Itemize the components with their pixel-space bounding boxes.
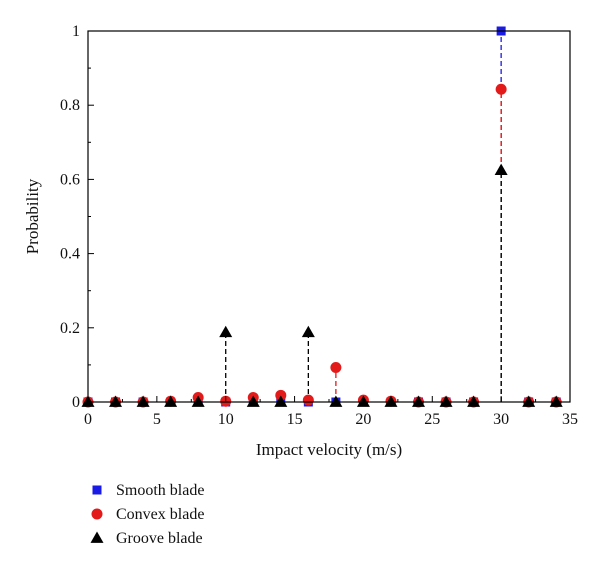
x-tick-label: 10 xyxy=(218,411,234,428)
y-tick-label: 0.4 xyxy=(60,246,80,263)
legend-smooth-blade-marker xyxy=(92,485,102,495)
legend-smooth-blade-label: Smooth blade xyxy=(116,482,204,499)
convex-blade-point xyxy=(275,389,287,401)
groove-blade-point xyxy=(549,395,563,407)
y-axis-ticks: 0 0.2 0.4 0.6 0.8 1 xyxy=(60,23,94,411)
x-tick-label: 30 xyxy=(493,411,509,428)
groove-blade-point xyxy=(301,325,315,338)
legend-groove-blade-marker xyxy=(90,531,104,543)
groove-blade-point xyxy=(522,395,536,407)
convex-blade-point xyxy=(330,361,342,373)
y-tick-label: 1 xyxy=(72,23,80,40)
groove-blade-point xyxy=(274,395,288,407)
groove-blade-point xyxy=(467,395,481,407)
x-tick-label: 0 xyxy=(84,411,92,428)
groove-blade-point xyxy=(329,395,343,407)
groove-blade-point xyxy=(191,395,205,407)
legend-convex-blade-label: Convex blade xyxy=(116,506,204,523)
groove-blade-point xyxy=(136,395,150,407)
legend-groove-blade-label: Groove blade xyxy=(116,530,203,547)
groove-blade-point xyxy=(109,395,123,407)
x-tick-label: 15 xyxy=(287,411,303,428)
y-tick-label: 0.8 xyxy=(60,97,80,114)
x-axis-label: Impact velocity (m/s) xyxy=(256,440,402,459)
x-tick-label: 35 xyxy=(562,411,578,428)
groove-blade-point xyxy=(412,395,426,407)
convex-blade-point xyxy=(495,83,507,95)
convex-blade-point xyxy=(302,394,314,406)
x-tick-label: 20 xyxy=(355,411,371,428)
y-tick-label: 0 xyxy=(72,394,80,411)
x-axis-ticks: 0 5 10 15 20 25 30 35 xyxy=(84,396,578,428)
x-tick-label: 5 xyxy=(153,411,161,428)
legend-convex-blade-marker xyxy=(91,508,103,520)
stem-lines xyxy=(225,31,502,402)
y-tick-label: 0.6 xyxy=(60,171,80,188)
groove-blade-point xyxy=(494,163,508,175)
y-axis-label: Probability xyxy=(23,178,42,254)
groove-blade-point xyxy=(384,395,398,407)
groove-blade-point xyxy=(164,395,178,407)
y-tick-label: 0.2 xyxy=(60,320,80,337)
groove-blade-point xyxy=(219,325,233,338)
groove-blade-point xyxy=(439,395,453,407)
legend: Smooth blade Convex blade Groove blade xyxy=(90,482,204,547)
x-tick-label: 25 xyxy=(424,411,440,428)
data-markers xyxy=(81,26,563,408)
groove-blade-point xyxy=(246,395,260,407)
